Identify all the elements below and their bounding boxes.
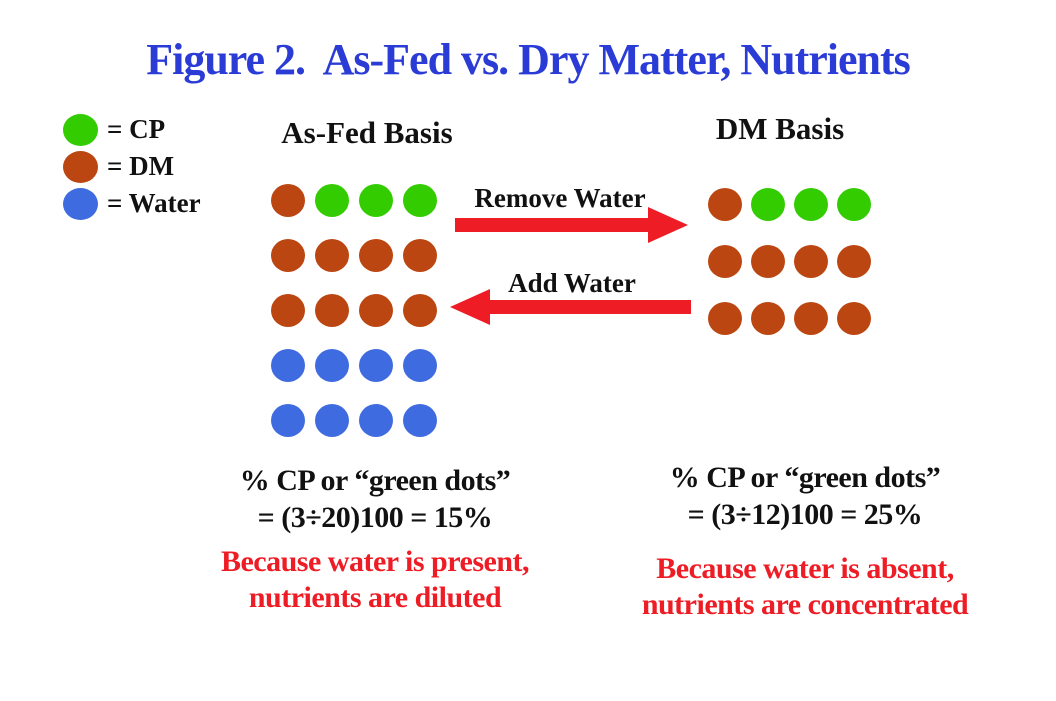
remove-water-arrow-icon xyxy=(455,207,688,243)
dm-dot-icon xyxy=(63,150,98,183)
as-fed-dot-grid xyxy=(271,184,437,437)
dot-dm xyxy=(359,239,393,272)
dm-caption: % CP or “green dots” = (3÷12)100 = 25% B… xyxy=(595,459,1015,623)
dot-dm xyxy=(751,245,785,278)
dot-dm xyxy=(271,294,305,327)
dot-dm xyxy=(751,302,785,335)
dm-dot-grid xyxy=(708,188,871,335)
legend: = CP = DM = Water xyxy=(63,111,201,222)
dot-dm xyxy=(315,294,349,327)
as-fed-note-line2: nutrients are diluted xyxy=(248,581,502,614)
remove-water-arrow-head xyxy=(648,207,688,243)
remove-water-arrow-shaft xyxy=(455,218,653,232)
dot-water xyxy=(271,404,305,437)
as-fed-note: Because water is present, nutrients are … xyxy=(175,544,575,616)
dot-dm xyxy=(708,245,742,278)
dot-cp xyxy=(403,184,437,217)
remove-water-label: Remove Water xyxy=(474,183,646,213)
dot-water xyxy=(315,349,349,382)
dot-dm xyxy=(708,188,742,221)
dm-note-line1: Because water is absent, xyxy=(656,552,954,585)
legend-item-water: = Water xyxy=(63,185,201,222)
dot-dm xyxy=(403,239,437,272)
legend-item-dm: = DM xyxy=(63,148,201,185)
dm-note: Because water is absent, nutrients are c… xyxy=(595,551,1015,623)
dot-dm xyxy=(794,302,828,335)
as-fed-formula-line1: % CP or “green dots” xyxy=(239,464,511,497)
legend-label-cp: = CP xyxy=(107,114,166,144)
dm-note-line2: nutrients are concentrated xyxy=(641,588,969,621)
add-water-arrow-icon xyxy=(450,289,691,325)
slide-title: Figure 2. As-Fed vs. Dry Matter, Nutrien… xyxy=(146,35,911,84)
dot-cp xyxy=(794,188,828,221)
dot-water xyxy=(359,349,393,382)
dot-dm xyxy=(794,245,828,278)
dm-formula-line2: = (3÷12)100 = 25% xyxy=(687,498,923,531)
as-fed-caption: % CP or “green dots” = (3÷20)100 = 15% B… xyxy=(175,462,575,616)
dot-cp xyxy=(837,188,871,221)
dm-basis-heading: DM Basis xyxy=(715,111,845,146)
as-fed-note-line1: Because water is present, xyxy=(220,545,530,578)
dot-water xyxy=(403,404,437,437)
dot-water xyxy=(403,349,437,382)
dot-cp xyxy=(359,184,393,217)
legend-item-cp: = CP xyxy=(63,111,201,148)
dot-dm xyxy=(837,245,871,278)
dot-dm xyxy=(271,239,305,272)
as-fed-basis-heading: As-Fed Basis xyxy=(281,115,453,150)
as-fed-formula-line2: = (3÷20)100 = 15% xyxy=(257,501,493,534)
dot-dm xyxy=(359,294,393,327)
add-water-arrow-head xyxy=(450,289,490,325)
cp-dot-icon xyxy=(63,113,98,146)
dot-cp xyxy=(315,184,349,217)
dot-dm xyxy=(837,302,871,335)
dm-formula-line1: % CP or “green dots” xyxy=(669,461,941,494)
dot-water xyxy=(359,404,393,437)
add-water-arrow-shaft xyxy=(488,300,691,314)
dot-dm xyxy=(271,184,305,217)
legend-label-dm: = DM xyxy=(107,151,175,181)
dot-cp xyxy=(751,188,785,221)
dot-water xyxy=(315,404,349,437)
dot-dm xyxy=(315,239,349,272)
dot-water xyxy=(271,349,305,382)
add-water-label: Add Water xyxy=(508,268,636,298)
water-dot-icon xyxy=(63,187,98,220)
dot-dm xyxy=(403,294,437,327)
legend-label-water: = Water xyxy=(107,188,201,218)
dot-dm xyxy=(708,302,742,335)
